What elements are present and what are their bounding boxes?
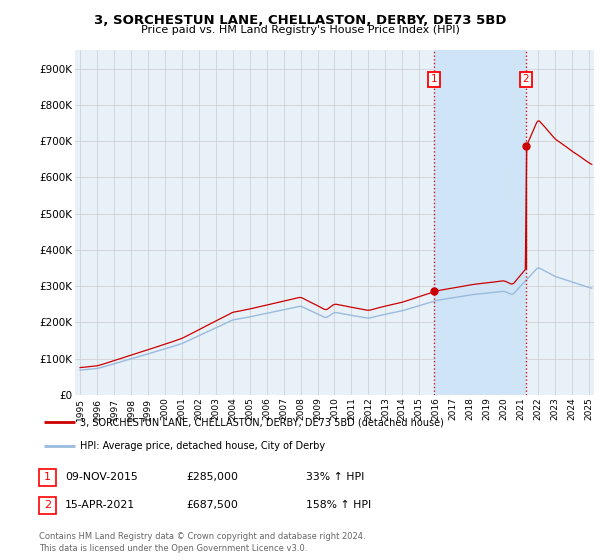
Text: Contains HM Land Registry data © Crown copyright and database right 2024.
This d: Contains HM Land Registry data © Crown c… <box>39 533 365 553</box>
Text: 1: 1 <box>44 472 51 482</box>
Text: £687,500: £687,500 <box>186 500 238 510</box>
Bar <box>434 50 526 395</box>
Text: 33% ↑ HPI: 33% ↑ HPI <box>306 472 364 482</box>
Text: HPI: Average price, detached house, City of Derby: HPI: Average price, detached house, City… <box>80 441 325 451</box>
Text: 2: 2 <box>44 500 51 510</box>
Text: 3, SORCHESTUN LANE, CHELLASTON, DERBY, DE73 5BD: 3, SORCHESTUN LANE, CHELLASTON, DERBY, D… <box>94 14 506 27</box>
Text: 2: 2 <box>523 74 529 85</box>
Text: 1: 1 <box>430 74 437 85</box>
Text: Price paid vs. HM Land Registry's House Price Index (HPI): Price paid vs. HM Land Registry's House … <box>140 25 460 35</box>
Text: 09-NOV-2015: 09-NOV-2015 <box>65 472 137 482</box>
Text: £285,000: £285,000 <box>186 472 238 482</box>
Text: 3, SORCHESTUN LANE, CHELLASTON, DERBY, DE73 5BD (detached house): 3, SORCHESTUN LANE, CHELLASTON, DERBY, D… <box>80 417 444 427</box>
Text: 15-APR-2021: 15-APR-2021 <box>65 500 135 510</box>
Text: 158% ↑ HPI: 158% ↑ HPI <box>306 500 371 510</box>
